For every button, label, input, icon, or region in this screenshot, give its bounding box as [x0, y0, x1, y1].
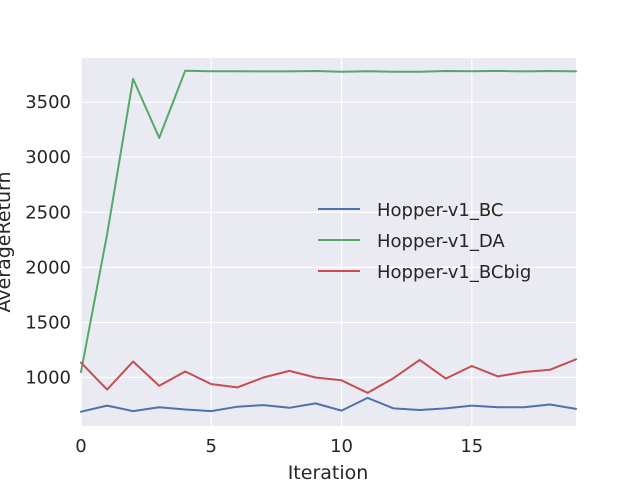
legend-label: Hopper-v1_BCbig: [377, 262, 531, 283]
plot-background: [81, 58, 576, 426]
series-line-Hopper-v1_BCbig: [80, 358, 577, 394]
x-tick-label: 5: [206, 436, 217, 457]
y-axis-label: AverageReturn: [0, 171, 15, 312]
legend-label: Hopper-v1_DA: [377, 231, 505, 252]
legend-label: Hopper-v1_BC: [377, 200, 503, 221]
x-tick-label: 10: [330, 436, 353, 457]
x-tick-labels: 0 5 10 15: [75, 436, 483, 457]
series-line-Hopper-v1_DA: [80, 69, 577, 373]
series-line-Hopper-v1_BC: [80, 396, 577, 413]
grid-lines: [80, 58, 576, 426]
legend: Hopper-v1_BC Hopper-v1_DA Hopper-v1_BCbig: [318, 200, 531, 283]
y-tick-label: 1000: [25, 368, 71, 389]
y-tick-label: 2000: [25, 257, 71, 278]
y-tick-label: 2500: [25, 202, 71, 223]
y-tick-label: 3000: [25, 147, 71, 168]
x-axis-label: Iteration: [288, 462, 369, 480]
x-tick-label: 0: [75, 436, 86, 457]
y-tick-labels: 1000 1500 2000 2500 3000 3500: [25, 92, 71, 388]
y-tick-label: 1500: [25, 312, 71, 333]
x-tick-label: 15: [460, 436, 483, 457]
series-lines: [80, 69, 577, 413]
y-tick-label: 3500: [25, 92, 71, 113]
